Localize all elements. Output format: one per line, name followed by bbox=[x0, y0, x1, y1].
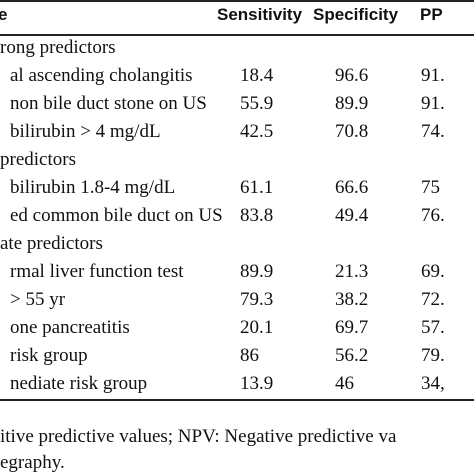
value-cell: 79.3 bbox=[240, 289, 274, 310]
row-label: al ascending cholangitis bbox=[10, 65, 193, 86]
section-heading: predictors bbox=[0, 149, 76, 170]
row-label: > 55 yr bbox=[10, 289, 66, 310]
row-label: rmal liver function test bbox=[10, 261, 184, 282]
value-cell: 70.8 bbox=[335, 121, 369, 142]
value-cell: 76. bbox=[421, 205, 445, 226]
header-cell: Sensitivity bbox=[217, 5, 303, 24]
value-cell: 79. bbox=[421, 345, 445, 366]
value-cell: 72. bbox=[421, 289, 445, 310]
value-cell: 69.7 bbox=[335, 317, 369, 338]
value-cell: 38.2 bbox=[335, 289, 369, 310]
value-cell: 57. bbox=[421, 317, 445, 338]
header-rule bbox=[0, 34, 474, 36]
value-cell: 91. bbox=[421, 65, 445, 86]
header-cell: e bbox=[0, 5, 8, 24]
row-label: bilirubin 1.8-4 mg/dL bbox=[10, 177, 176, 198]
value-cell: 91. bbox=[421, 93, 445, 114]
footnote-line: itive predictive values; NPV: Negative p… bbox=[0, 426, 397, 447]
row-label: one pancreatitis bbox=[10, 317, 130, 338]
value-cell: 89.9 bbox=[240, 261, 274, 282]
value-cell: 89.9 bbox=[335, 93, 369, 114]
value-cell: 18.4 bbox=[240, 65, 274, 86]
value-cell: 55.9 bbox=[240, 93, 274, 114]
footnote-line: egraphy. bbox=[0, 452, 65, 473]
value-cell: 75 bbox=[421, 177, 440, 198]
section-heading: ate predictors bbox=[0, 233, 103, 254]
value-cell: 56.2 bbox=[335, 345, 369, 366]
value-cell: 42.5 bbox=[240, 121, 274, 142]
value-cell: 86 bbox=[240, 345, 259, 366]
value-cell: 46 bbox=[335, 373, 354, 394]
row-label: bilirubin > 4 mg/dL bbox=[10, 121, 161, 142]
value-cell: 34, bbox=[421, 373, 445, 394]
value-cell: 96.6 bbox=[335, 65, 369, 86]
value-cell: 69. bbox=[421, 261, 445, 282]
value-cell: 74. bbox=[421, 121, 445, 142]
header-cell: Specificity bbox=[313, 5, 399, 24]
value-cell: 21.3 bbox=[335, 261, 369, 282]
row-label: ed common bile duct on US bbox=[10, 205, 223, 226]
row-label: risk group bbox=[10, 345, 88, 366]
top-rule bbox=[0, 0, 474, 2]
row-label: non bile duct stone on US bbox=[10, 93, 207, 114]
value-cell: 61.1 bbox=[240, 177, 274, 198]
value-cell: 13.9 bbox=[240, 373, 274, 394]
value-cell: 66.6 bbox=[335, 177, 369, 198]
value-cell: 20.1 bbox=[240, 317, 274, 338]
row-label: nediate risk group bbox=[10, 373, 148, 394]
bottom-rule bbox=[0, 399, 474, 401]
section-heading: rong predictors bbox=[0, 37, 116, 58]
value-cell: 83.8 bbox=[240, 205, 274, 226]
header-cell: PP bbox=[420, 5, 443, 24]
value-cell: 49.4 bbox=[335, 205, 369, 226]
